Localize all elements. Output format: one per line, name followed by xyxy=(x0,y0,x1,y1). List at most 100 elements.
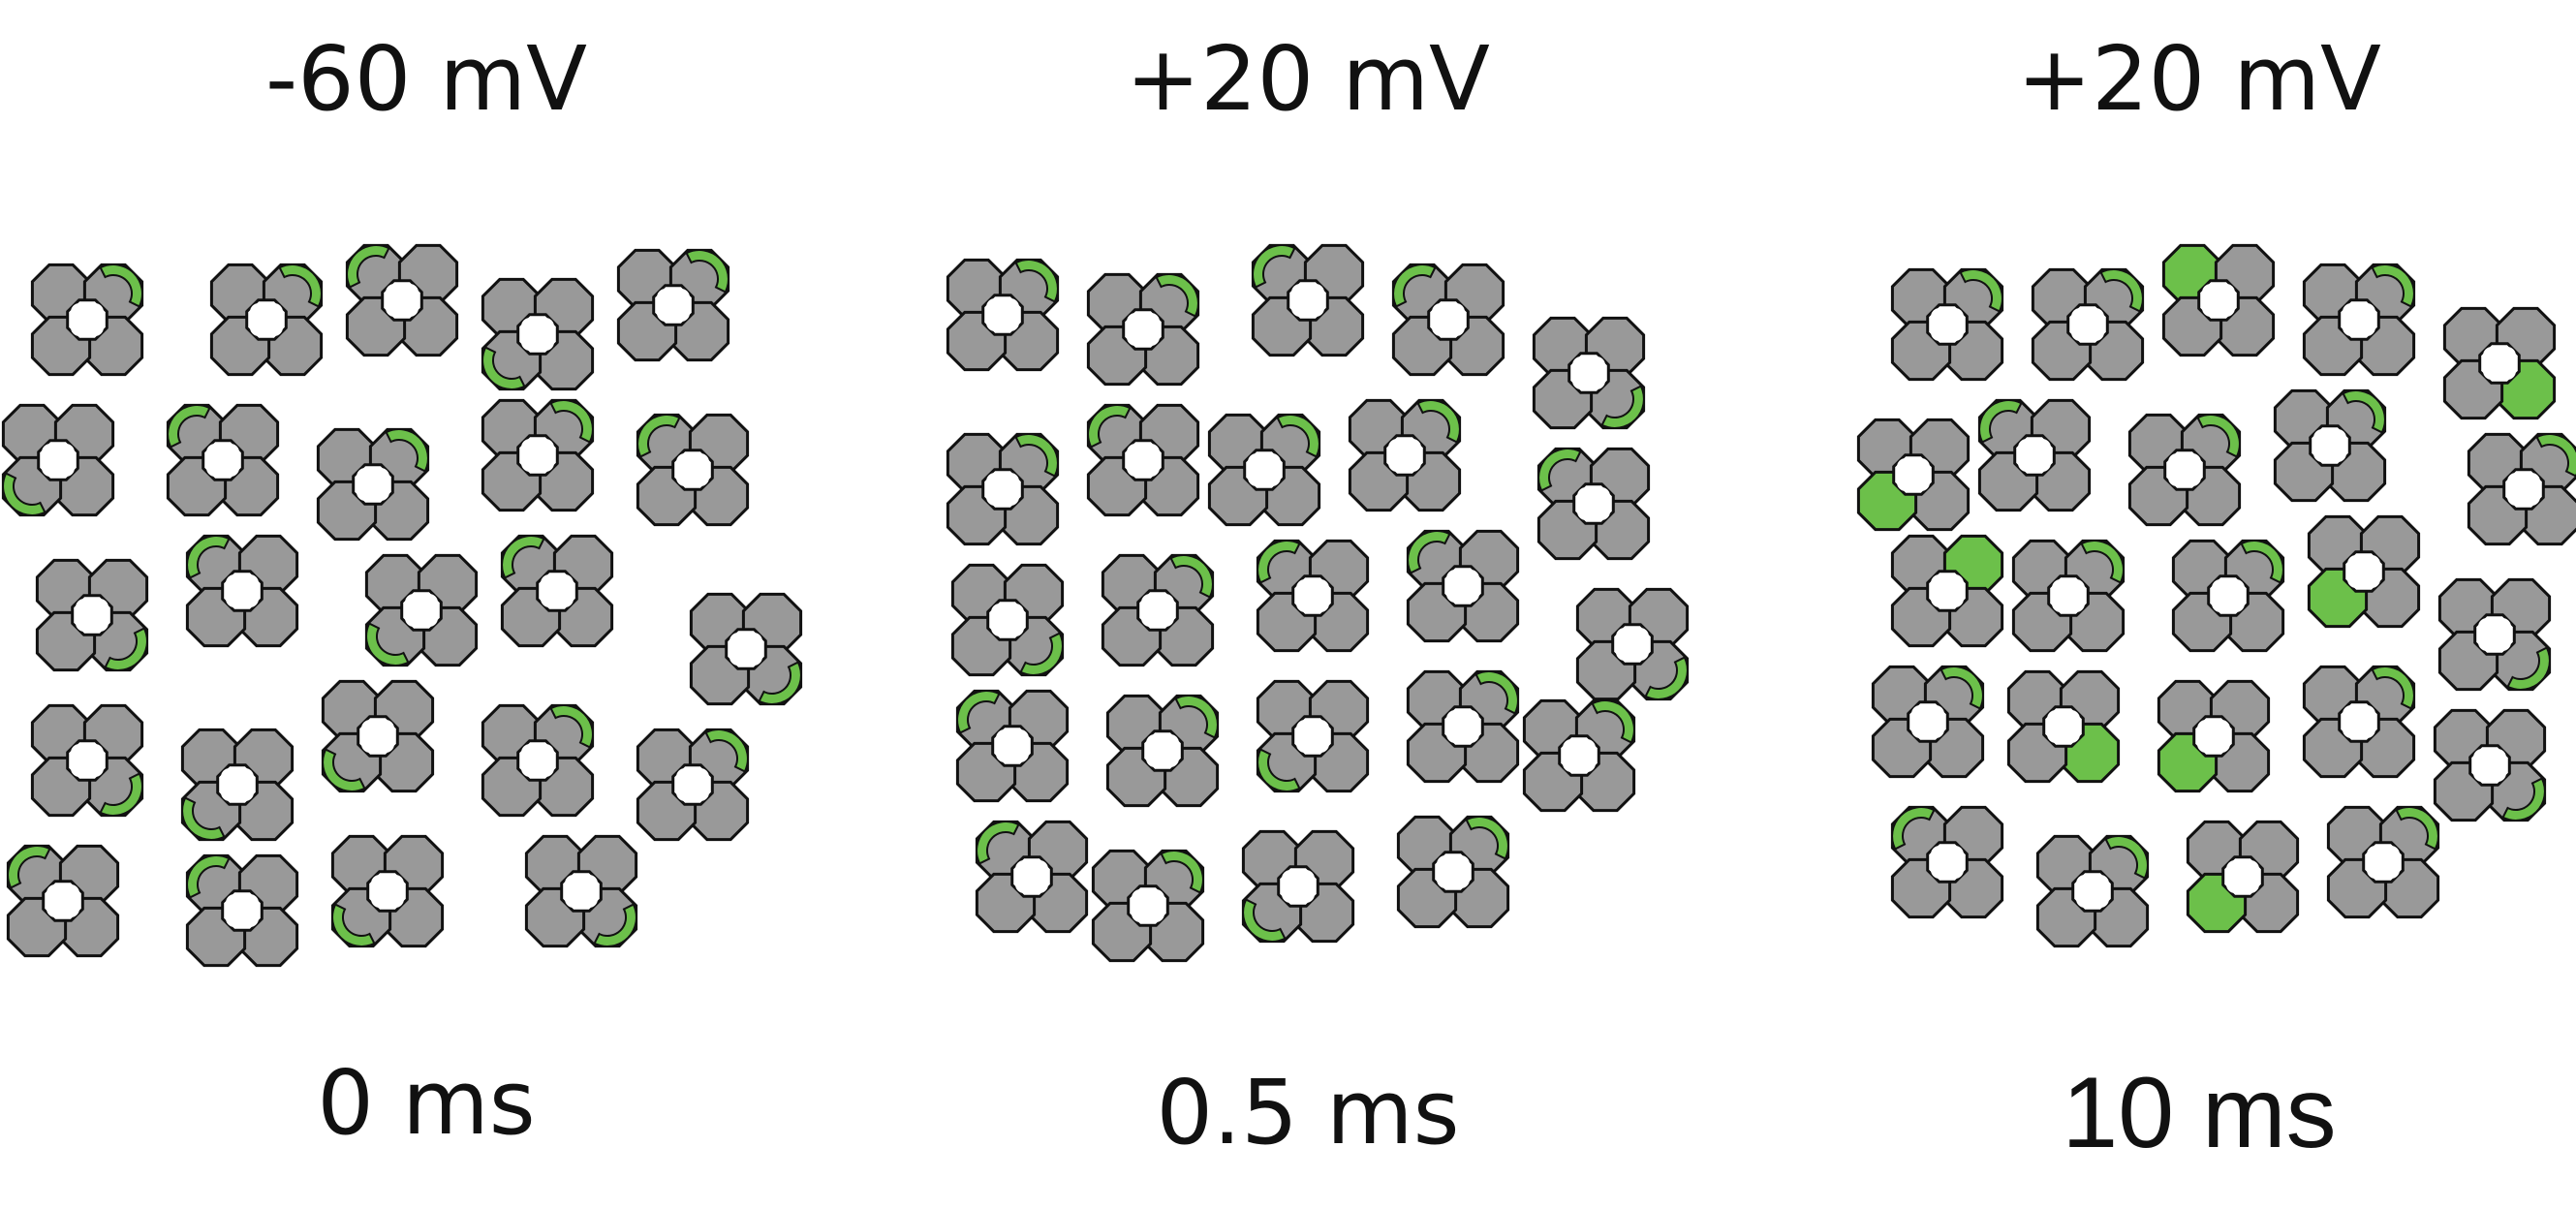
pore-lobe xyxy=(1931,324,1948,341)
voltage-sensor xyxy=(331,903,376,947)
pore-lobe xyxy=(71,760,88,777)
pore-lobe xyxy=(1388,439,1406,456)
pore-lobe xyxy=(2226,876,2244,893)
pore-lobe xyxy=(1588,356,1605,374)
pore-lobe xyxy=(1432,319,1449,336)
ion-channel xyxy=(1256,679,1370,793)
pore-lobe xyxy=(2227,579,2245,597)
pore-lobe xyxy=(2052,595,2069,612)
ion-channel xyxy=(946,432,1060,546)
pore-lobe xyxy=(1031,860,1048,878)
voltage-sensor xyxy=(104,627,148,671)
voltage-sensor xyxy=(2371,264,2415,308)
pore-lobe xyxy=(1263,453,1281,471)
voltage-sensor xyxy=(593,903,637,947)
pore-lobe xyxy=(1946,590,1964,607)
pore-lobe xyxy=(91,599,109,616)
pore-lobe xyxy=(2358,303,2375,321)
pore-lobe xyxy=(2498,347,2516,364)
pore-lobe xyxy=(2052,579,2069,597)
voltage-sensor xyxy=(1891,806,1936,851)
pore-lobe xyxy=(1446,570,1464,587)
pore-lobe xyxy=(361,720,379,737)
pore-lobe xyxy=(676,784,694,801)
pore-lobe xyxy=(2343,303,2360,321)
pore-lobe xyxy=(2473,764,2491,782)
pore-lobe xyxy=(2358,705,2375,723)
pore-lobe xyxy=(2367,846,2384,863)
voltage-sensor xyxy=(1644,656,1689,700)
voltage-sensor xyxy=(501,535,545,579)
pore-lobe xyxy=(1146,750,1164,767)
pore-lobe xyxy=(2363,555,2380,573)
pore-lobe xyxy=(676,453,694,471)
pore-lobe xyxy=(2363,571,2380,588)
pore-lobe xyxy=(1946,574,1964,592)
pore-lobe xyxy=(2063,726,2080,743)
pore-lobe xyxy=(1282,885,1299,903)
ion-channel xyxy=(1086,403,1200,517)
pore-lobe xyxy=(76,614,93,632)
pore-lobe xyxy=(996,745,1013,762)
voltage-sensor xyxy=(322,748,366,792)
pore-lobe xyxy=(2033,454,2051,472)
pore-lobe xyxy=(1572,356,1590,374)
pore-lobe xyxy=(1162,750,1179,767)
pore-lobe xyxy=(1142,313,1160,330)
pore-lobe xyxy=(2168,469,2186,486)
pore-lobe xyxy=(1132,905,1149,922)
pore-lobe xyxy=(692,469,709,486)
pore-lobe xyxy=(222,444,239,461)
pore-lobe xyxy=(2197,720,2215,737)
pore-lobe xyxy=(91,614,109,632)
pore-lobe xyxy=(692,453,709,471)
pore-lobe xyxy=(2071,324,2089,341)
pore-lobe xyxy=(372,483,389,501)
pore-lobe xyxy=(1616,628,1633,645)
voltage-sensor xyxy=(1276,414,1320,458)
pore-lobe xyxy=(1307,284,1324,301)
pore-lobe xyxy=(2227,595,2245,612)
pore-lobe xyxy=(1007,604,1024,621)
panel-inactivated xyxy=(1856,243,2576,948)
pore-lobe xyxy=(1248,453,1265,471)
pore-lobe xyxy=(1927,721,1944,738)
voltage-sensor xyxy=(1940,666,1984,710)
voltage-sensor xyxy=(186,854,231,899)
pore-lobe xyxy=(1578,755,1596,772)
pore-lobe xyxy=(226,590,243,607)
pore-lobe xyxy=(986,314,1004,331)
pore-lobe xyxy=(1002,314,1019,331)
pore-lobe xyxy=(2218,299,2235,317)
ion-channel xyxy=(30,703,144,818)
pore-lobe xyxy=(2184,453,2201,471)
pore-lobe xyxy=(2329,429,2346,447)
pore-lobe xyxy=(2184,469,2201,486)
pore-lobe xyxy=(1432,303,1449,321)
pore-lobe xyxy=(1404,454,1421,472)
pore-lobe xyxy=(537,333,554,351)
voltage-sensor xyxy=(1407,530,1451,574)
pore-lobe xyxy=(206,459,224,477)
pore-lobe xyxy=(71,303,88,321)
pore-lobe xyxy=(1291,299,1309,317)
pore-lobe xyxy=(1127,459,1144,477)
pore-lobe xyxy=(1011,729,1029,747)
pore-lobe xyxy=(1297,885,1315,903)
pore-lobe xyxy=(47,900,64,917)
pore-lobe xyxy=(1931,574,1948,592)
pore-lobe xyxy=(1263,469,1281,486)
ion-channel xyxy=(1406,669,1520,784)
pore-lobe xyxy=(1578,739,1596,757)
pore-lobe xyxy=(986,488,1004,506)
pore-lobe xyxy=(2358,721,2375,738)
pore-lobe xyxy=(1007,619,1024,636)
pore-lobe xyxy=(1588,372,1605,389)
voltage-sensor xyxy=(1014,259,1059,303)
pore-lobe xyxy=(47,884,64,902)
voltage-sensor xyxy=(1392,264,1437,308)
pore-lobe xyxy=(676,469,694,486)
voltage-sensor xyxy=(2080,540,2125,584)
pore-lobe xyxy=(2489,764,2506,782)
ion-channel xyxy=(950,563,1065,677)
